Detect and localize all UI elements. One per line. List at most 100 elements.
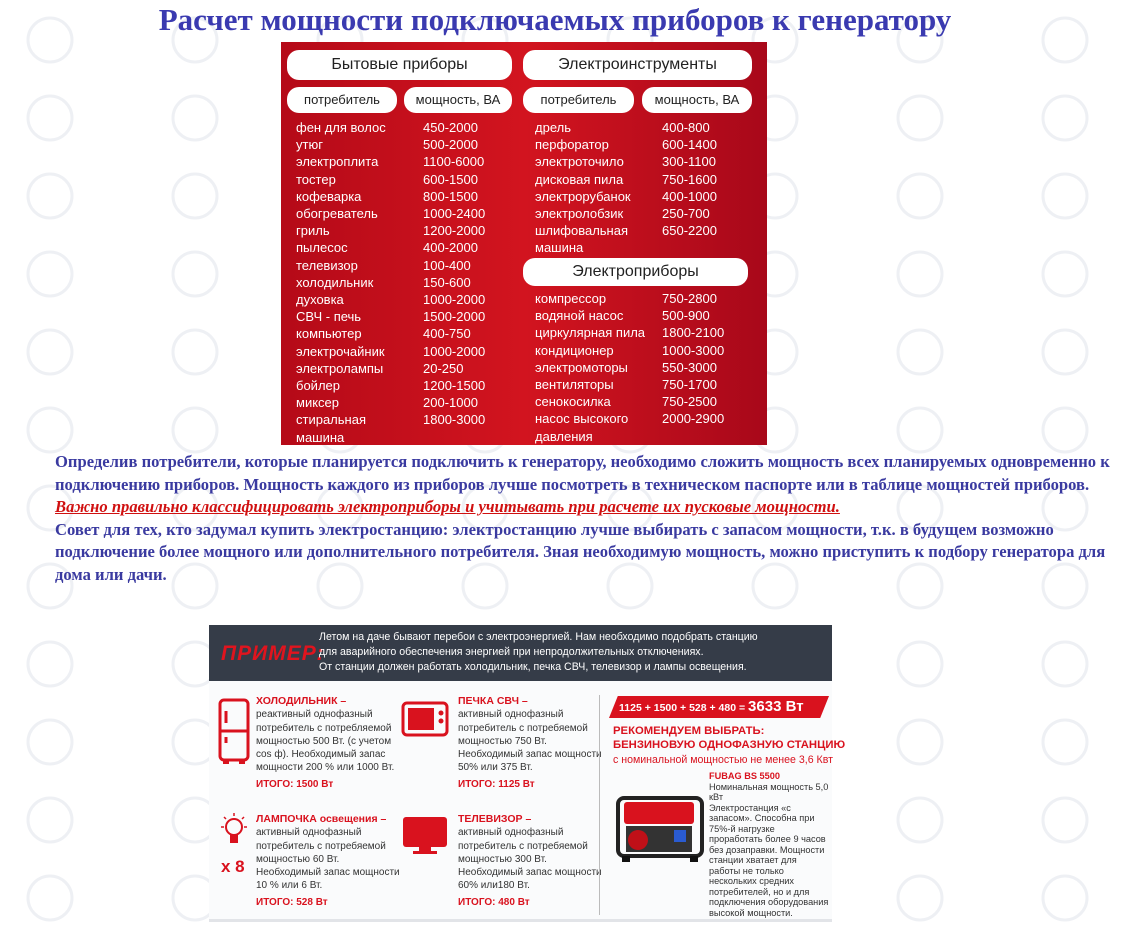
example-intro: Летом на даче бывают перебои с электроэн… (319, 631, 758, 673)
power-value: 500-900 (662, 308, 710, 324)
watermark-globe (1041, 172, 1089, 220)
power-table-image: Бытовые приборы Электроинструменты потре… (281, 42, 767, 445)
watermark-globe (1041, 874, 1089, 922)
watermark-globe (896, 94, 944, 142)
watermark-globe (896, 172, 944, 220)
consumer-name: электроточило (535, 154, 624, 170)
item-body: активный однофазный потребитель с потреб… (458, 709, 602, 774)
power-value: 650-2200 (662, 223, 717, 239)
description: Определив потребители, которые планирует… (55, 451, 1130, 586)
consumer-name: компрессор (535, 291, 607, 306)
power-value: 1800-2100 (662, 325, 725, 341)
recommendation: РЕКОМЕНДУЕМ ВЫБРАТЬ: БЕНЗИНОВУЮ ОДНОФАЗН… (613, 725, 846, 751)
power-value: 1000-2000 (423, 292, 486, 308)
consumer-name: дрель (535, 120, 571, 135)
power-value: 800-1500 (423, 188, 478, 204)
consumer-name: тостер (296, 171, 336, 187)
power-value: 1800-3000 (423, 412, 486, 428)
power-value: 150-600 (423, 274, 471, 290)
watermark-globe (896, 328, 944, 376)
power-value: 550-3000 (662, 359, 717, 375)
power-value: 1200-1500 (423, 378, 486, 394)
table-row: электрорубанок 400-1000 (535, 188, 717, 205)
watermark-globe (896, 796, 944, 844)
table-row: бойлер 1200-1500 (296, 377, 485, 394)
table-row: пылесос 400-2000 (296, 239, 485, 256)
watermark-globe (896, 406, 944, 454)
item-title: ХОЛОДИЛЬНИК – (256, 695, 347, 707)
consumer-name: электроплита (296, 154, 379, 170)
table-row: утюг 500-2000 (296, 136, 485, 153)
tv-icon (403, 817, 447, 854)
power-value: 300-1100 (662, 154, 716, 170)
watermark-globe (1041, 328, 1089, 376)
item-title: ТЕЛЕВИЗОР – (458, 813, 532, 825)
watermark-globe (1041, 94, 1089, 142)
table-row: телевизор 100-400 (296, 257, 485, 274)
table-row: гриль 1200-2000 (296, 222, 485, 239)
table-row: фен для волос 450-2000 (296, 119, 485, 136)
power-value: 1200-2000 (423, 223, 486, 239)
consumer-name: СВЧ - печь (296, 309, 362, 325)
table-row: циркулярная пила 1800-2100 (535, 324, 724, 341)
consumer-name: кондиционер (535, 342, 614, 358)
example-item-tv: ТЕЛЕВИЗОР – активный однофазный потребите… (458, 813, 603, 909)
example-header: ПРИМЕР: Летом на даче бывают перебои с э… (209, 625, 832, 681)
example-item-fridge: ХОЛОДИЛЬНИК – реактивный однофазный потре… (256, 695, 401, 791)
page-title: Расчет мощности подключаемых приборов к … (158, 2, 952, 37)
power-value: 500-2000 (423, 137, 478, 153)
table-row: кофеварка 800-1500 (296, 188, 485, 205)
power-value: 400-800 (662, 120, 710, 135)
power-value: 600-1400 (662, 137, 717, 153)
lightbulb-icon (221, 813, 247, 843)
table-row: холодильник 150-600 (296, 274, 485, 291)
consumer-name: кофеварка (296, 188, 362, 204)
item-total: ИТОГО: 1125 Вт (458, 778, 535, 790)
table-row: электролампы 20-250 (296, 360, 485, 377)
power-value: 1500-2000 (423, 309, 486, 325)
consumer-name: шлифовальная машина (535, 223, 628, 256)
table-row: тостер 600-1500 (296, 171, 485, 188)
paragraph-1: Определив потребители, которые планирует… (55, 452, 1110, 494)
paragraph-2: Совет для тех, кто задумал купить электр… (55, 519, 1106, 584)
household-col2: мощность, ВА (404, 87, 512, 113)
power-value: 600-1500 (423, 171, 478, 187)
table-row: обогреватель 1000-2400 (296, 205, 485, 222)
example-item-lamp: ЛАМПОЧКА освещения – активный однофазный … (256, 813, 401, 909)
consumer-name: дисковая пила (535, 171, 624, 187)
watermark-globe (26, 250, 74, 298)
generator-image (616, 796, 704, 862)
power-value: 750-2800 (662, 291, 717, 306)
table-row: сенокосилка 750-2500 (535, 393, 724, 410)
item-total: ИТОГО: 528 Вт (256, 896, 328, 908)
generator-info: FUBAG BS 5500 Номинальная мощность 5,0 кВ… (709, 771, 829, 918)
tools-col1: потребитель (523, 87, 634, 113)
watermark-globe (26, 406, 74, 454)
household-list: фен для волос 450-2000 утюг 500-2000 электро… (296, 119, 485, 446)
consumer-name: пылесос (296, 240, 348, 256)
appliances-title: Электроприборы (523, 258, 748, 286)
consumer-name: электролобзик (535, 206, 624, 222)
consumer-name: холодильник (296, 274, 374, 290)
table-row: духовка 1000-2000 (296, 291, 485, 308)
important-link[interactable]: Важно правильно классифицировать электро… (55, 497, 840, 516)
watermark-globe (171, 406, 219, 454)
power-value: 250-700 (662, 206, 710, 222)
watermark-globe (26, 796, 74, 844)
generator-description: Номинальная мощность 5,0 кВт Электростан… (709, 781, 829, 918)
divider (599, 695, 600, 915)
watermark-globe (896, 250, 944, 298)
consumer-name: циркулярная пила (535, 325, 646, 341)
tools-col2: мощность, ВА (642, 87, 752, 113)
consumer-name: миксер (296, 395, 339, 411)
consumer-name: гриль (296, 223, 330, 239)
fridge-icon (218, 698, 250, 764)
table-row: электрочайник 1000-2000 (296, 343, 485, 360)
sum-formula: 1125 + 1500 + 528 + 480 = (619, 702, 746, 714)
consumer-name: сенокосилка (535, 394, 611, 410)
watermark-globe (896, 640, 944, 688)
power-value: 400-1000 (662, 188, 717, 204)
item-body: активный однофазный потребитель с потреб… (458, 827, 602, 892)
item-title: ЛАМПОЧКА освещения – (256, 813, 387, 825)
consumer-name: электролампы (296, 360, 384, 376)
